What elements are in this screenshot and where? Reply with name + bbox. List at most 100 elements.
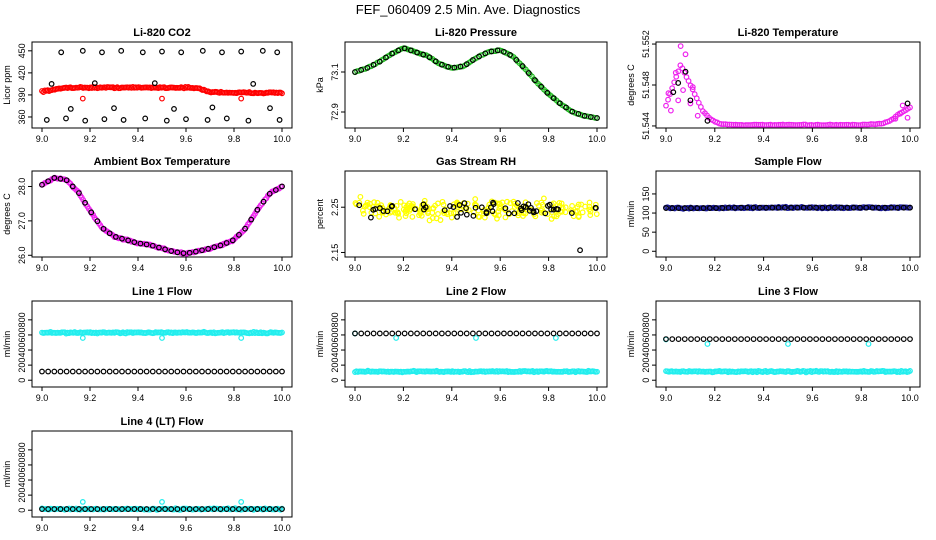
x-tick-label: 9.8: [228, 523, 241, 533]
series-group: [39, 328, 285, 375]
data-point: [763, 204, 770, 211]
data-point: [63, 368, 70, 375]
data-point: [219, 49, 225, 56]
data-point: [863, 204, 870, 211]
y-tick-label: 2.25: [330, 198, 340, 216]
data-point: [539, 201, 546, 208]
data-point: [238, 499, 245, 505]
data-point: [272, 368, 279, 375]
data-point: [731, 204, 738, 211]
data-point: [142, 115, 149, 122]
data-point: [392, 209, 399, 216]
data-point: [750, 336, 757, 342]
data-point: [457, 63, 464, 70]
data-point: [389, 203, 396, 209]
data-point: [174, 249, 181, 256]
data-point: [494, 47, 501, 54]
data-point: [125, 237, 132, 244]
data-point: [725, 204, 732, 211]
data-point: [907, 104, 913, 111]
data-point: [756, 204, 763, 211]
data-point: [445, 63, 451, 70]
data-point: [463, 330, 470, 337]
data-point: [119, 235, 125, 242]
x-tick-label: 9.8: [855, 134, 868, 144]
plot-frame: [344, 41, 608, 129]
data-point: [180, 506, 187, 512]
data-point: [719, 336, 726, 342]
data-point: [519, 330, 526, 337]
data-point: [395, 47, 402, 54]
x-tick-label: 10.0: [273, 393, 291, 403]
y-tick-label: 73.1: [330, 63, 340, 81]
data-point: [469, 57, 476, 63]
x-tick-label: 9.6: [180, 263, 193, 273]
data-point: [183, 116, 189, 123]
data-point: [149, 368, 156, 375]
data-point: [358, 330, 365, 337]
data-point: [579, 209, 586, 216]
y-tick-label: 450: [17, 43, 27, 58]
x-tick-label: 9.8: [542, 393, 555, 403]
data-point: [469, 330, 476, 337]
data-point: [525, 70, 532, 76]
data-point: [266, 190, 273, 197]
data-point: [272, 506, 279, 512]
data-point: [69, 183, 76, 190]
x-tick-label: 9.4: [132, 134, 145, 144]
chart-temp: Li-820 Temperature degrees C 9.0 9.2 9.4 9.6 9…: [626, 27, 921, 144]
data-point: [174, 368, 181, 375]
y-tick-label: 0: [641, 249, 651, 254]
data-point: [118, 47, 125, 54]
y-axis-label: kPa: [315, 77, 325, 93]
data-point: [149, 242, 156, 249]
data-point: [272, 187, 279, 193]
y-tick-label: 27.0: [17, 212, 27, 230]
data-point: [447, 203, 453, 209]
data-point: [704, 341, 711, 347]
x-tick-label: 9.0: [36, 134, 49, 144]
data-point: [402, 213, 409, 220]
data-point: [900, 204, 907, 211]
data-point: [250, 80, 257, 87]
data-point: [245, 117, 252, 124]
data-point: [489, 208, 496, 215]
plot-frame: [655, 170, 921, 258]
data-point: [88, 209, 95, 216]
series-black-mid: [48, 80, 273, 112]
data-point: [900, 336, 907, 342]
data-point: [473, 335, 479, 341]
data-point: [276, 117, 283, 123]
data-point: [587, 114, 594, 120]
data-point: [501, 330, 507, 337]
series-red-outliers: [79, 95, 245, 102]
data-point: [577, 247, 583, 254]
data-point: [186, 506, 193, 512]
data-point: [544, 330, 551, 337]
series-scaled: [670, 68, 911, 124]
data-point: [681, 336, 688, 342]
data-point: [438, 61, 445, 68]
data-point: [48, 80, 55, 87]
x-tick-label: 9.2: [84, 263, 97, 273]
data-point: [259, 47, 266, 54]
x-tick-label: 9.0: [660, 263, 673, 273]
data-point: [844, 336, 851, 342]
data-point: [420, 201, 427, 208]
data-point: [850, 204, 857, 211]
data-point: [587, 212, 594, 218]
x-tick-label: 9.4: [757, 263, 770, 273]
data-point: [217, 506, 224, 512]
data-point: [223, 506, 230, 512]
x-tick-label: 9.8: [542, 263, 555, 273]
data-point: [492, 212, 499, 218]
data-point: [587, 330, 594, 337]
series-group: [663, 336, 913, 376]
data-point: [532, 330, 538, 337]
data-point: [267, 105, 273, 112]
data-point: [125, 506, 132, 512]
data-point: [168, 506, 175, 512]
data-point: [384, 208, 391, 215]
data-point: [441, 207, 448, 214]
data-point: [677, 43, 684, 49]
